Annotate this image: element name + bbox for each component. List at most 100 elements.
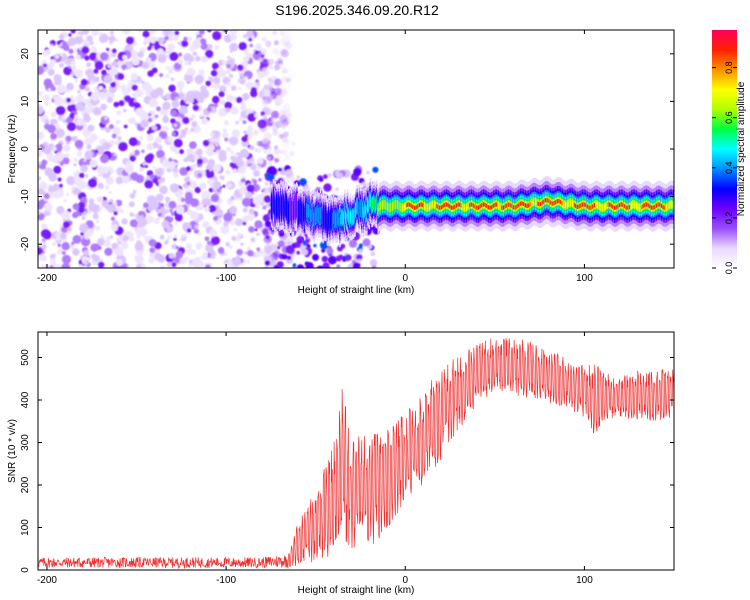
heatmap-cell — [53, 74, 62, 83]
heatmap-cell — [50, 111, 57, 118]
heatmap-cell — [172, 167, 179, 174]
heatmap-cell — [229, 30, 238, 36]
heatmap-cell — [57, 177, 62, 182]
heatmap-cell — [241, 175, 245, 179]
heatmap-cell — [253, 169, 260, 177]
heatmap-cell — [153, 217, 160, 225]
heatmap-cell — [171, 243, 177, 249]
heatmap-cell — [186, 248, 194, 255]
heatmap-cell — [249, 43, 253, 48]
heatmap-cell — [177, 116, 182, 122]
heatmap-cell — [237, 64, 244, 71]
heatmap-cell — [288, 268, 296, 276]
heatmap-cell — [77, 33, 82, 37]
heatmap-cell — [247, 112, 257, 122]
heatmap-cell — [214, 103, 219, 108]
heatmap-cell — [280, 89, 287, 97]
heatmap-cell — [270, 117, 277, 124]
heatmap-cell — [106, 47, 110, 52]
heatmap-cell — [122, 108, 127, 113]
heatmap-cell — [86, 42, 91, 47]
heatmap-cell — [255, 252, 260, 258]
heatmap-cell — [169, 183, 180, 193]
heatmap-cell — [231, 129, 241, 138]
heatmap-cell — [246, 260, 251, 264]
heatmap-cell — [115, 176, 124, 185]
heatmap-cell — [203, 44, 208, 49]
heatmap-cell — [242, 215, 250, 223]
heatmap-cell — [162, 116, 170, 124]
heatmap-cell — [363, 267, 366, 268]
heatmap-cell — [123, 64, 127, 69]
heatmap-cell — [279, 149, 283, 154]
heatmap-cell — [182, 116, 190, 125]
heatmap-cell — [264, 107, 273, 116]
heatmap-cell — [160, 265, 165, 268]
heatmap-cell — [115, 38, 119, 42]
heatmap-cell — [117, 136, 122, 141]
heatmap-cell — [155, 167, 164, 177]
heatmap-cell — [212, 211, 216, 216]
heatmap-cell — [236, 248, 243, 256]
heatmap-cell — [226, 146, 232, 153]
heatmap-cell — [50, 133, 57, 140]
heatmap-cell — [284, 41, 292, 50]
heatmap-cell — [38, 202, 43, 210]
heatmap-cell — [66, 97, 72, 103]
heatmap-cell — [84, 55, 90, 61]
heatmap-cell — [126, 36, 135, 45]
heatmap-cell — [252, 195, 262, 206]
heatmap-cell — [184, 109, 189, 114]
heatmap-cell — [246, 184, 255, 193]
heatmap-cell — [273, 148, 280, 155]
heatmap-cell — [40, 264, 47, 268]
heatmap-cell — [130, 50, 139, 59]
heatmap-cell — [85, 174, 89, 178]
heatmap-cell — [53, 165, 62, 174]
heatmap-cell — [194, 261, 203, 268]
heatmap-cell — [323, 183, 332, 192]
heatmap-cell — [255, 79, 259, 83]
heatmap-cell — [80, 232, 85, 236]
heatmap-cell — [38, 106, 44, 115]
heatmap-cell — [191, 39, 201, 49]
heatmap-cell — [52, 146, 57, 151]
heatmap-cell — [162, 30, 172, 36]
heatmap-cell — [65, 193, 69, 197]
heatmap-cell — [168, 68, 174, 74]
heatmap-cell — [285, 245, 295, 254]
heatmap-cell — [366, 170, 370, 175]
heatmap-cell — [97, 171, 103, 178]
heatmap-cell — [265, 235, 270, 240]
heatmap-cell — [92, 213, 99, 220]
heatmap-cell — [159, 234, 165, 240]
heatmap-cell — [93, 76, 100, 83]
heatmap-cell — [215, 208, 224, 217]
heatmap-blobs — [38, 30, 380, 276]
heatmap-cell — [87, 124, 95, 132]
heatmap-cell — [124, 164, 134, 174]
heatmap-cell — [182, 233, 187, 239]
heatmap-cell — [336, 172, 343, 179]
heatmap-cell — [118, 141, 128, 152]
heatmap-cell — [253, 129, 259, 136]
heatmap-cell — [110, 30, 114, 35]
heatmap-cell — [254, 220, 263, 229]
heatmap-cell — [50, 59, 56, 65]
heatmap-cell — [149, 174, 155, 180]
heatmap-cell — [224, 107, 231, 114]
heatmap-cell — [240, 242, 244, 246]
heatmap-cell — [214, 141, 220, 147]
heatmap-cell — [38, 247, 43, 255]
heatmap-cell — [277, 178, 283, 184]
heatmap-cell — [194, 74, 204, 85]
heatmap-cell — [66, 82, 74, 91]
heatmap-cell — [277, 240, 285, 248]
heatmap-cell — [327, 173, 332, 178]
heatmap-cell — [226, 183, 232, 189]
heatmap-cell — [281, 149, 288, 156]
heatmap-cell — [96, 99, 101, 104]
heatmap-cell — [113, 211, 118, 216]
heatmap-cell — [369, 259, 378, 267]
heatmap-cell — [135, 227, 145, 237]
